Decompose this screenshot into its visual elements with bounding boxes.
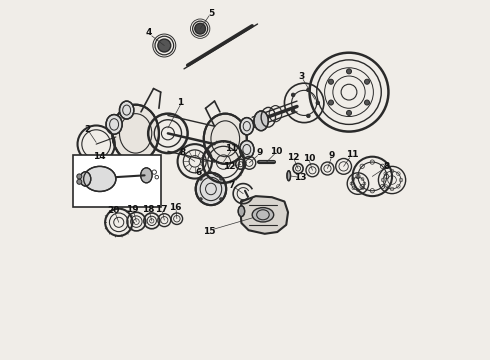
Circle shape [316,101,319,105]
Circle shape [77,179,82,184]
Text: 10: 10 [303,154,315,163]
Circle shape [77,174,82,179]
Circle shape [220,177,222,180]
Ellipse shape [84,166,116,192]
Text: 16: 16 [169,203,182,212]
Circle shape [365,100,369,105]
Circle shape [195,23,205,34]
Text: 3: 3 [298,72,305,81]
Text: 9: 9 [329,151,335,160]
Text: 12: 12 [222,162,235,171]
Ellipse shape [252,208,274,222]
Text: 2: 2 [84,125,90,134]
Text: 10: 10 [270,147,283,156]
Text: 6: 6 [195,168,201,177]
Text: 7: 7 [228,180,235,189]
Circle shape [307,114,310,118]
Text: 4: 4 [146,28,152,37]
Text: 8: 8 [179,148,185,157]
Text: 20: 20 [107,206,119,215]
Text: 11: 11 [345,150,358,159]
Text: 15: 15 [203,227,216,236]
Ellipse shape [240,118,254,135]
Ellipse shape [106,114,122,134]
Text: 5: 5 [208,9,214,18]
Text: 1: 1 [177,98,184,107]
Ellipse shape [240,140,254,158]
Bar [73,155,161,207]
Circle shape [328,79,334,84]
Text: 11: 11 [225,144,238,153]
Circle shape [292,109,295,113]
Ellipse shape [204,114,247,164]
Ellipse shape [80,172,91,186]
Ellipse shape [112,105,159,162]
Text: 18: 18 [142,205,154,214]
Circle shape [346,69,351,74]
Circle shape [292,93,295,97]
Circle shape [346,111,351,116]
Text: 8: 8 [384,162,390,171]
Circle shape [220,198,222,201]
Text: 9: 9 [256,148,263,157]
Ellipse shape [254,111,269,131]
Circle shape [307,88,310,92]
Circle shape [199,198,202,201]
Ellipse shape [238,206,245,217]
Text: 12: 12 [287,153,300,162]
Text: 13: 13 [294,173,307,182]
Ellipse shape [287,171,291,181]
Circle shape [328,100,334,105]
Ellipse shape [141,168,152,183]
Ellipse shape [196,173,226,205]
Circle shape [199,177,202,180]
Text: 14: 14 [94,152,106,161]
Circle shape [158,39,171,52]
Text: 19: 19 [126,205,139,214]
Polygon shape [241,196,288,234]
Ellipse shape [120,101,134,119]
Text: 17: 17 [155,204,168,213]
Circle shape [365,79,369,84]
